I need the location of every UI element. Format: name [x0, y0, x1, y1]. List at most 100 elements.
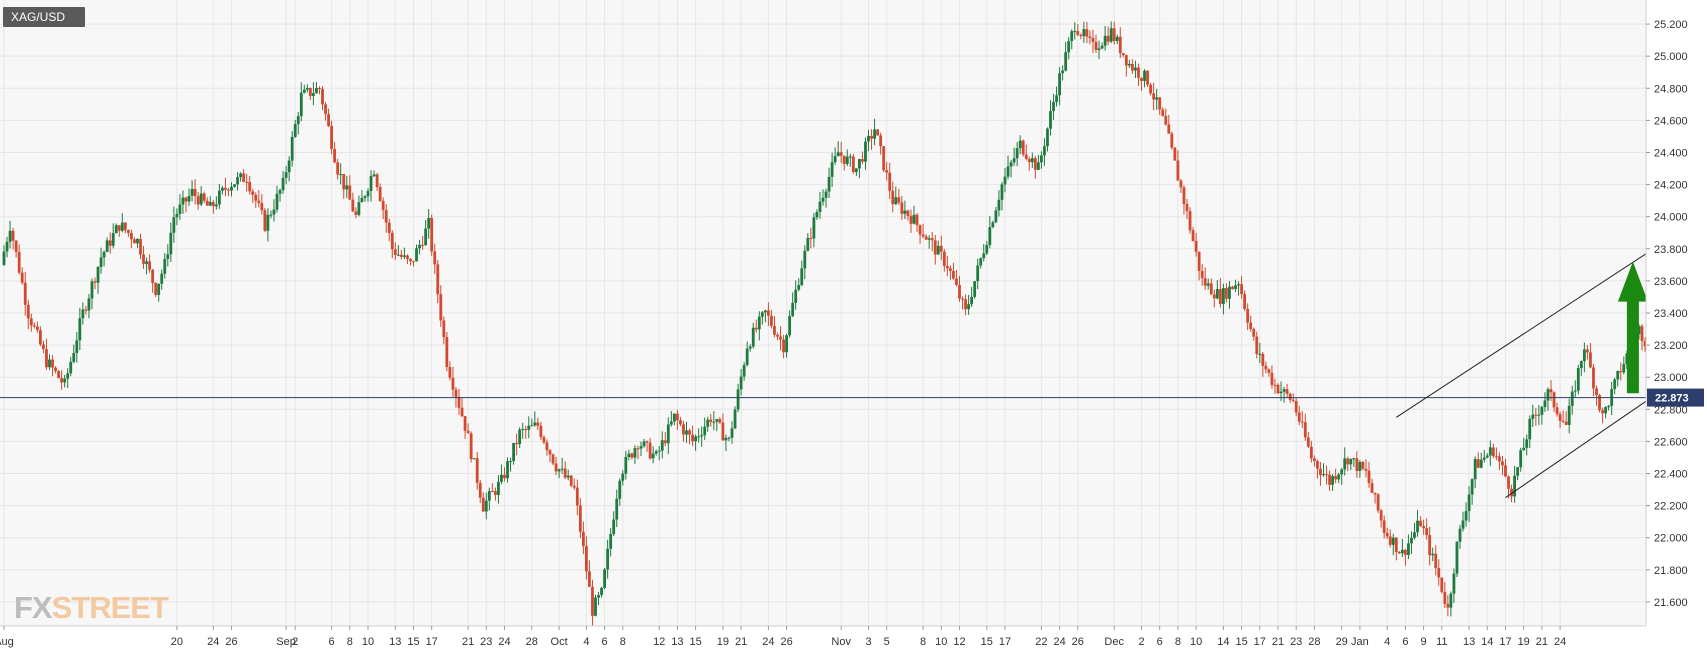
- candle-up: [175, 213, 179, 218]
- candle-up: [363, 196, 367, 199]
- candle-up: [312, 93, 315, 96]
- candle-up: [1352, 458, 1356, 460]
- candle-down: [139, 238, 142, 255]
- candle-down: [754, 327, 758, 330]
- candle-down: [84, 309, 88, 311]
- candle-up: [1604, 407, 1607, 414]
- candle-up: [360, 198, 364, 203]
- candle-down: [770, 315, 773, 326]
- candle-up: [75, 340, 79, 353]
- candle-up: [1012, 158, 1016, 163]
- candle-down: [933, 240, 937, 255]
- candle-up: [1049, 111, 1052, 129]
- candle-up: [612, 519, 616, 535]
- candle-up: [657, 450, 661, 452]
- time-tick-label: 15: [689, 636, 701, 648]
- candle-up: [1473, 459, 1477, 480]
- candle-down: [1561, 420, 1565, 422]
- candle-down: [876, 129, 879, 136]
- candle-up: [1622, 364, 1626, 373]
- candle-up: [1449, 593, 1453, 608]
- candle-up: [618, 480, 622, 499]
- candle-up: [621, 473, 625, 481]
- candle-up: [594, 597, 597, 616]
- candle-up: [627, 453, 631, 458]
- candle-up: [1416, 520, 1419, 533]
- symbol-badge[interactable]: XAG/USD: [3, 7, 85, 27]
- time-tick-label: 15: [407, 636, 419, 648]
- candle-up: [748, 346, 752, 349]
- candle-up: [1061, 70, 1065, 74]
- candle-up: [145, 261, 148, 264]
- candle-up: [727, 437, 731, 439]
- candle-down: [32, 325, 36, 327]
- candle-up: [760, 312, 764, 317]
- candle-up: [1458, 528, 1462, 542]
- candle-up: [1479, 459, 1483, 468]
- candle-up: [1516, 467, 1520, 476]
- candle-down: [1306, 437, 1310, 447]
- candle-down: [51, 359, 54, 368]
- candle-down: [412, 261, 415, 263]
- candle-down: [1555, 407, 1559, 415]
- candle-up: [509, 461, 512, 463]
- candle-up: [994, 210, 998, 223]
- candle-up: [275, 193, 279, 210]
- candle-down: [1397, 552, 1401, 554]
- candle-up: [339, 174, 343, 176]
- candle-down: [630, 453, 634, 458]
- candle-up: [669, 421, 673, 425]
- candle-down: [636, 448, 640, 450]
- price-tick-label: 23.400: [1654, 308, 1688, 320]
- candle-up: [472, 458, 476, 460]
- candle-up: [818, 201, 822, 212]
- candle-down: [879, 135, 883, 147]
- candle-up: [230, 186, 233, 191]
- candle-down: [773, 325, 776, 335]
- candle-down: [718, 419, 722, 423]
- candle-down: [939, 245, 943, 252]
- candle-up: [967, 304, 970, 310]
- current-price-tag: 22.873: [1647, 388, 1704, 407]
- candle-up: [48, 359, 51, 368]
- candle-up: [1070, 31, 1074, 42]
- candle-down: [460, 407, 464, 417]
- candle-down: [1173, 147, 1177, 161]
- candle-down: [1106, 35, 1110, 42]
- candle-down: [263, 210, 267, 231]
- price-tick-label: 25.000: [1654, 51, 1688, 63]
- candle-down: [1200, 270, 1204, 279]
- candle-up: [157, 283, 161, 295]
- price-axis-background: [1646, 0, 1707, 626]
- candle-up: [2, 251, 6, 265]
- candle-up: [1058, 73, 1061, 96]
- candle-down: [469, 433, 473, 460]
- candle-down: [1194, 240, 1198, 252]
- candle-up: [487, 491, 491, 501]
- candle-up: [372, 174, 376, 177]
- time-tick-label: 4: [583, 636, 589, 648]
- candle-up: [1331, 476, 1334, 485]
- candle-up: [1103, 35, 1107, 46]
- candle-up: [642, 441, 646, 447]
- candle-down: [1498, 456, 1501, 462]
- time-tick-label: 29: [1336, 636, 1348, 648]
- time-tick-label: 8: [1175, 636, 1181, 648]
- candle-down: [260, 203, 264, 211]
- candle-down: [421, 244, 424, 246]
- candle-down: [1203, 278, 1207, 286]
- candle-down: [891, 190, 895, 205]
- candle-down: [1185, 203, 1189, 212]
- candle-down: [336, 162, 340, 175]
- candle-down: [321, 88, 324, 105]
- candle-up: [672, 413, 676, 422]
- candle-down: [1164, 115, 1168, 125]
- candle-up: [1155, 97, 1159, 100]
- candle-up: [736, 389, 740, 410]
- candle-up: [72, 352, 76, 362]
- candle-down: [1361, 462, 1365, 469]
- time-axis: Aug202426Sep2681013151721232428Oct468121…: [0, 626, 1566, 648]
- candle-down: [1586, 349, 1589, 353]
- candle-down: [551, 454, 555, 464]
